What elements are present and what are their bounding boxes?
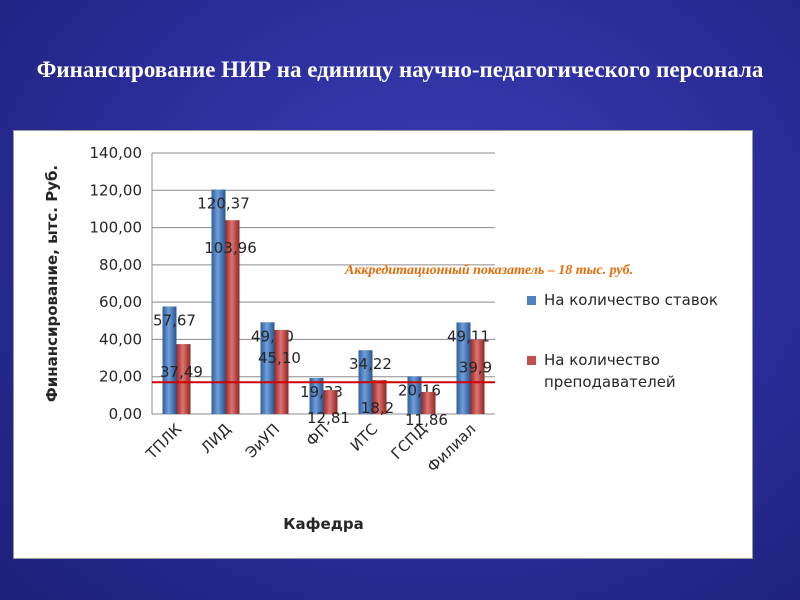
bar-prepod xyxy=(274,329,289,414)
bar-stavki xyxy=(260,322,275,414)
y-tick-label: 40,00 xyxy=(99,330,142,348)
data-label: 37,49 xyxy=(160,363,203,381)
legend-swatch-red xyxy=(527,356,536,365)
bar-stavki xyxy=(407,376,422,414)
legend-label-series1: На количество ставок xyxy=(544,291,718,309)
legend-item-series2: На количество преподавателей xyxy=(527,349,747,393)
data-label: 120,37 xyxy=(197,195,250,213)
data-label: 39,9 xyxy=(459,359,492,377)
y-tick-label: 80,00 xyxy=(99,256,142,274)
y-tick-label: 60,00 xyxy=(99,293,142,311)
bar-prepod xyxy=(421,391,436,414)
y-axis-title: Финансирование, ытс. Руб. xyxy=(43,165,61,402)
x-tick-label: ЛИД xyxy=(197,420,234,457)
bar-prepod xyxy=(225,220,240,414)
data-label: 34,22 xyxy=(349,355,392,373)
data-label: 57,67 xyxy=(153,311,196,329)
y-tick-label: 20,00 xyxy=(99,368,142,386)
data-label: 45,10 xyxy=(258,349,301,367)
bar-stavki xyxy=(211,189,226,414)
legend-item-series1: На количество ставок xyxy=(527,289,747,311)
y-tick-label: 140,00 xyxy=(90,144,143,162)
x-axis-title: Кафедра xyxy=(283,515,363,533)
accreditation-note: Аккредитационный показатель – 18 тыс. ру… xyxy=(345,263,634,278)
bar-stavki xyxy=(309,377,324,414)
y-tick-label: 0,00 xyxy=(109,405,142,423)
bar-prepod xyxy=(470,339,485,414)
chart-area: 0,00 20,00 40,00 60,00 80,00 100,00 120,00 140,… xyxy=(13,130,753,559)
bar-prepod xyxy=(323,390,338,414)
data-label: 103,96 xyxy=(204,239,257,257)
bar-chart: 0,00 20,00 40,00 60,00 80,00 100,00 120,00 140,… xyxy=(43,144,495,533)
bar-prepod xyxy=(372,380,387,414)
bar-prepod xyxy=(176,344,191,414)
x-tick-label: ЭиУП xyxy=(242,420,283,461)
x-tick-label: ИТС xyxy=(347,420,382,455)
y-tick-label: 120,00 xyxy=(90,181,143,199)
x-tick-label: ТПЛК xyxy=(142,420,186,464)
y-tick-label: 100,00 xyxy=(90,219,143,237)
data-label: 11,86 xyxy=(405,411,448,429)
data-label: 12,81 xyxy=(307,409,350,427)
legend-swatch-blue xyxy=(527,296,536,305)
legend-label-series2: На количество преподавателей xyxy=(544,351,676,391)
bar-stavki xyxy=(456,322,471,414)
legend: На количество ставок На количество препо… xyxy=(527,289,747,431)
slide-title: Финансирование НИР на единицу научно-пед… xyxy=(36,57,764,82)
bar-stavki xyxy=(162,306,177,414)
data-label: 18,2 xyxy=(361,399,394,417)
